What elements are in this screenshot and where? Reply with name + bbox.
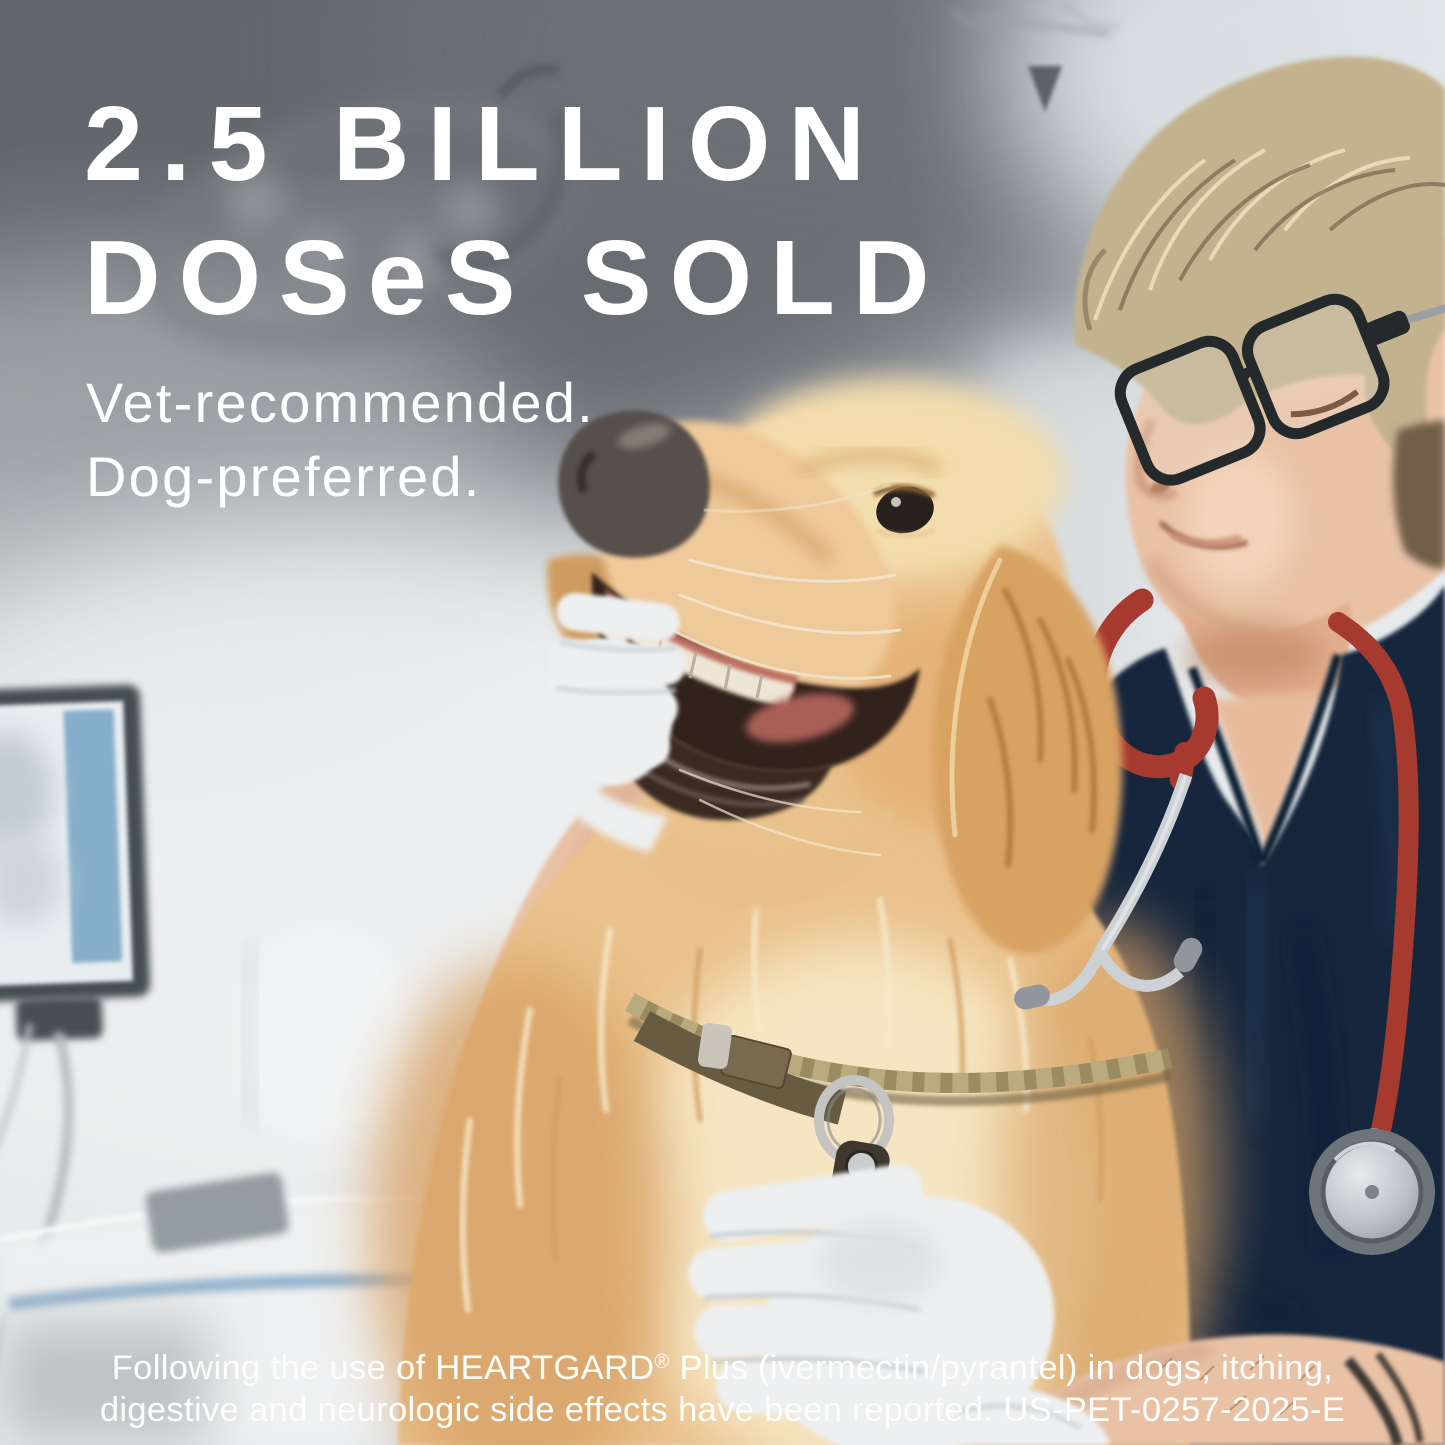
dog-fur-strokes	[459, 877, 1105, 1313]
xray-monitor	[0, 684, 151, 1041]
vet-nose	[1135, 418, 1178, 499]
stethoscope-eartip	[1014, 984, 1050, 1010]
headline-line-2: DOSeS SOLD	[84, 218, 948, 337]
dog-lower-lip	[615, 706, 832, 821]
iv-pole	[950, 0, 1119, 235]
vet-forearm	[992, 1334, 1445, 1445]
headline: 2.5 BILLION DOSeS SOLD	[84, 78, 947, 345]
vet-eyelashes	[1290, 389, 1360, 418]
stethoscope-binaurals	[1014, 742, 1203, 1010]
registered-trademark-symbol: ®	[654, 1351, 670, 1374]
disclaimer-line-2: digestive and neurologic side effects ha…	[99, 1390, 1346, 1429]
glove-cuff	[939, 1387, 1110, 1445]
throat-shadow	[1185, 625, 1325, 685]
vet-lip	[1171, 532, 1242, 548]
surgical-lamp	[139, 64, 581, 352]
monitor-cable-2	[0, 1023, 33, 1143]
dog-nose-highlight	[617, 423, 671, 449]
collar-metal-cap	[697, 1023, 733, 1069]
dog-whiskers	[670, 483, 902, 857]
sideburn	[1393, 420, 1445, 569]
disclaimer: Following the use of HEARTGARD® Plus (iv…	[0, 1347, 1445, 1431]
subheadline-line-1: Vet-recommended.	[86, 371, 595, 434]
stethoscope-eartip	[1173, 937, 1203, 973]
dog-tongue	[746, 693, 854, 743]
latex-glove-right	[688, 1164, 1110, 1445]
dog-nostril	[576, 450, 597, 494]
bracelet	[1344, 1351, 1424, 1445]
dog-gums	[604, 588, 798, 694]
dog-teeth	[610, 602, 794, 708]
subheadline: Vet-recommended. Dog-preferred.	[86, 366, 595, 514]
chest-skin	[1212, 692, 1322, 856]
eyeglasses	[1114, 274, 1445, 486]
disclaimer-line-1: Following the use of HEARTGARD® Plus (iv…	[111, 1348, 1334, 1387]
subheadline-line-2: Dog-preferred.	[86, 444, 482, 508]
headline-line-1: 2.5 BILLION	[84, 85, 883, 203]
glasses-hinge	[1364, 310, 1410, 345]
keyboard	[145, 1172, 289, 1253]
glasses-temple	[1406, 274, 1445, 324]
dog-nose	[558, 410, 710, 558]
stethoscope-chestpiece	[1309, 1127, 1435, 1255]
dog-ear	[932, 545, 1123, 954]
paper-roll	[237, 928, 413, 1143]
dog-chin-fur	[622, 804, 894, 910]
stethoscope-right-tube	[1328, 612, 1419, 1160]
latex-glove-left	[543, 592, 686, 852]
dog-eye	[876, 486, 934, 534]
cheek-highlight	[1185, 450, 1295, 590]
